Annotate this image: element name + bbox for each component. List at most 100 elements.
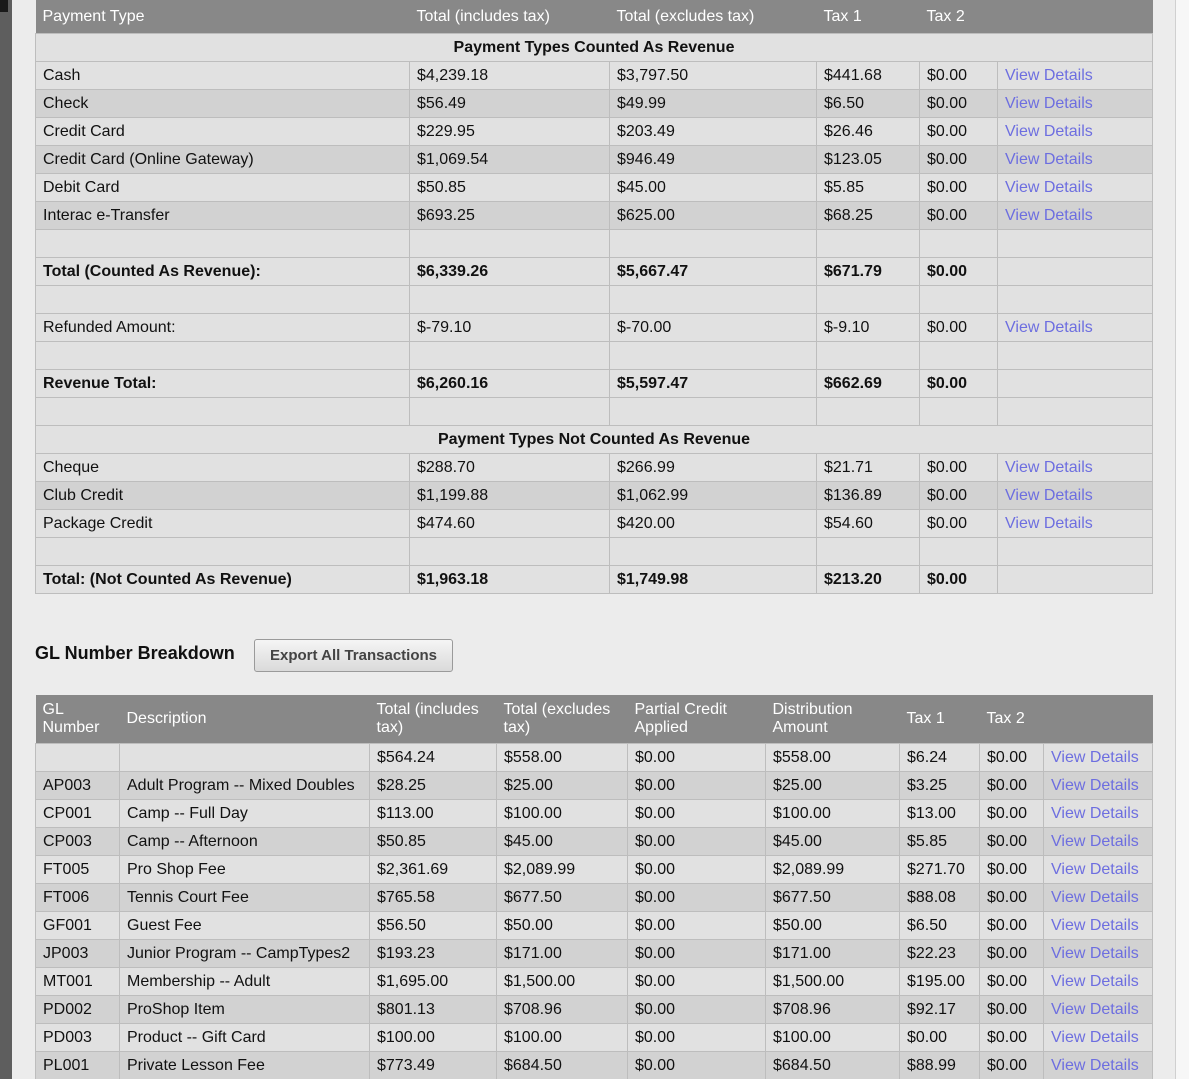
empty-cell: [816, 285, 920, 314]
tax2-cell: $0.00: [979, 883, 1044, 912]
distribution-amount-cell: $558.00: [765, 743, 900, 772]
empty-cell: [919, 285, 998, 314]
tax2-cell: $0.00: [919, 369, 998, 398]
section-header-row: Payment Types Not Counted As Revenue: [35, 425, 1153, 454]
gl-row: PD002 ProShop Item $801.13 $708.96 $0.00 $708…: [35, 995, 1153, 1024]
view-details-link[interactable]: View Details: [1051, 888, 1139, 906]
total-incl-tax-cell: $564.24: [369, 743, 497, 772]
empty-cell: [816, 229, 920, 258]
total-excl-tax-cell: $625.00: [609, 201, 817, 230]
empty-cell: [609, 397, 817, 426]
spacer-row: [35, 341, 1153, 370]
total-incl-tax-cell: $1,695.00: [369, 967, 497, 996]
column-header: [997, 0, 1153, 34]
gl-row: PL001 Private Lesson Fee $773.49 $684.50 $0.…: [35, 1051, 1153, 1079]
gl-row: FT005 Pro Shop Fee $2,361.69 $2,089.99 $0.00…: [35, 855, 1153, 884]
empty-cell: [919, 341, 998, 370]
total-row: Revenue Total: $6,260.16 $5,597.47 $662.69 $…: [35, 369, 1153, 398]
tax1-cell: $662.69: [816, 369, 920, 398]
page-scroll-gutter[interactable]: [1175, 0, 1189, 1079]
gl-number-cell: FT006: [35, 883, 120, 912]
description-cell: Camp -- Full Day: [119, 799, 370, 828]
details-cell: View Details: [1043, 855, 1153, 884]
view-details-link[interactable]: View Details: [1051, 776, 1139, 794]
gl-number-cell: GF001: [35, 911, 120, 940]
tax2-cell: $0.00: [979, 1023, 1044, 1052]
view-details-link[interactable]: View Details: [1005, 178, 1093, 196]
export-all-transactions-button[interactable]: Export All Transactions: [254, 639, 453, 672]
tax1-cell: $-9.10: [816, 313, 920, 342]
description-cell: Adult Program -- Mixed Doubles: [119, 771, 370, 800]
tax1-cell: $26.46: [816, 117, 920, 146]
distribution-amount-cell: $100.00: [765, 1023, 900, 1052]
details-cell: View Details: [1043, 771, 1153, 800]
tax2-cell: $0.00: [979, 967, 1044, 996]
total-excl-tax-cell: $171.00: [496, 939, 628, 968]
column-header: Tax 2: [979, 695, 1044, 744]
empty-cell: [609, 341, 817, 370]
distribution-amount-cell: $708.96: [765, 995, 900, 1024]
total-excl-tax-cell: $49.99: [609, 89, 817, 118]
view-details-link[interactable]: View Details: [1005, 150, 1093, 168]
total-excl-tax-cell: $266.99: [609, 453, 817, 482]
payment-type-cell: Refunded Amount:: [35, 313, 410, 342]
tax1-cell: $671.79: [816, 257, 920, 286]
distribution-amount-cell: $684.50: [765, 1051, 900, 1079]
payment-type-cell: Debit Card: [35, 173, 410, 202]
column-header: Total (excludes tax): [496, 695, 628, 744]
tax2-cell: $0.00: [919, 173, 998, 202]
tax2-cell: $0.00: [919, 89, 998, 118]
total-excl-tax-cell: $1,500.00: [496, 967, 628, 996]
view-details-link[interactable]: View Details: [1051, 804, 1139, 822]
tax2-cell: $0.00: [979, 855, 1044, 884]
total-excl-tax-cell: $946.49: [609, 145, 817, 174]
total-incl-tax-cell: $1,963.18: [409, 565, 610, 594]
details-cell: View Details: [1043, 799, 1153, 828]
view-details-link[interactable]: View Details: [1051, 972, 1139, 990]
details-cell: View Details: [997, 117, 1153, 146]
empty-cell: [919, 537, 998, 566]
empty-cell: [35, 285, 410, 314]
view-details-link[interactable]: View Details: [1051, 1028, 1139, 1046]
total-incl-tax-cell: $1,069.54: [409, 145, 610, 174]
total-incl-tax-cell: $100.00: [369, 1023, 497, 1052]
total-excl-tax-cell: $-70.00: [609, 313, 817, 342]
empty-cell: [35, 341, 410, 370]
view-details-link[interactable]: View Details: [1005, 122, 1093, 140]
view-details-link[interactable]: View Details: [1005, 206, 1093, 224]
total-incl-tax-cell: $28.25: [369, 771, 497, 800]
payment-type-cell: Revenue Total:: [35, 369, 410, 398]
view-details-link[interactable]: View Details: [1051, 832, 1139, 850]
view-details-link[interactable]: View Details: [1005, 66, 1093, 84]
payment-type-table: Payment Type Total (includes tax) Total …: [35, 0, 1153, 594]
tax2-cell: $0.00: [979, 1051, 1044, 1079]
view-details-link[interactable]: View Details: [1051, 860, 1139, 878]
empty-cell: [35, 229, 410, 258]
view-details-link[interactable]: View Details: [1051, 748, 1139, 766]
tax2-cell: $0.00: [919, 509, 998, 538]
column-header: Partial Credit Applied: [627, 695, 766, 744]
details-cell: View Details: [997, 61, 1153, 90]
tax1-cell: $54.60: [816, 509, 920, 538]
tax2-cell: $0.00: [919, 201, 998, 230]
distribution-amount-cell: $171.00: [765, 939, 900, 968]
gl-number-table: GL Number Description Total (includes ta…: [35, 695, 1153, 1079]
view-details-link[interactable]: View Details: [1051, 944, 1139, 962]
view-details-link[interactable]: View Details: [1005, 94, 1093, 112]
payment-row: Check $56.49 $49.99 $6.50 $0.00 View Details: [35, 89, 1153, 118]
view-details-link[interactable]: View Details: [1005, 486, 1093, 504]
view-details-link[interactable]: View Details: [1005, 458, 1093, 476]
view-details-link[interactable]: View Details: [1051, 916, 1139, 934]
view-details-link[interactable]: View Details: [1005, 318, 1093, 336]
description-cell: Camp -- Afternoon: [119, 827, 370, 856]
distribution-amount-cell: $677.50: [765, 883, 900, 912]
tax2-cell: $0.00: [919, 257, 998, 286]
view-details-link[interactable]: View Details: [1051, 1000, 1139, 1018]
view-details-link[interactable]: View Details: [1005, 514, 1093, 532]
empty-cell: [997, 341, 1153, 370]
tax2-cell: $0.00: [979, 799, 1044, 828]
description-cell: ProShop Item: [119, 995, 370, 1024]
total-incl-tax-cell: $693.25: [409, 201, 610, 230]
view-details-link[interactable]: View Details: [1051, 1056, 1139, 1074]
window-corner-mark: [0, 0, 8, 12]
